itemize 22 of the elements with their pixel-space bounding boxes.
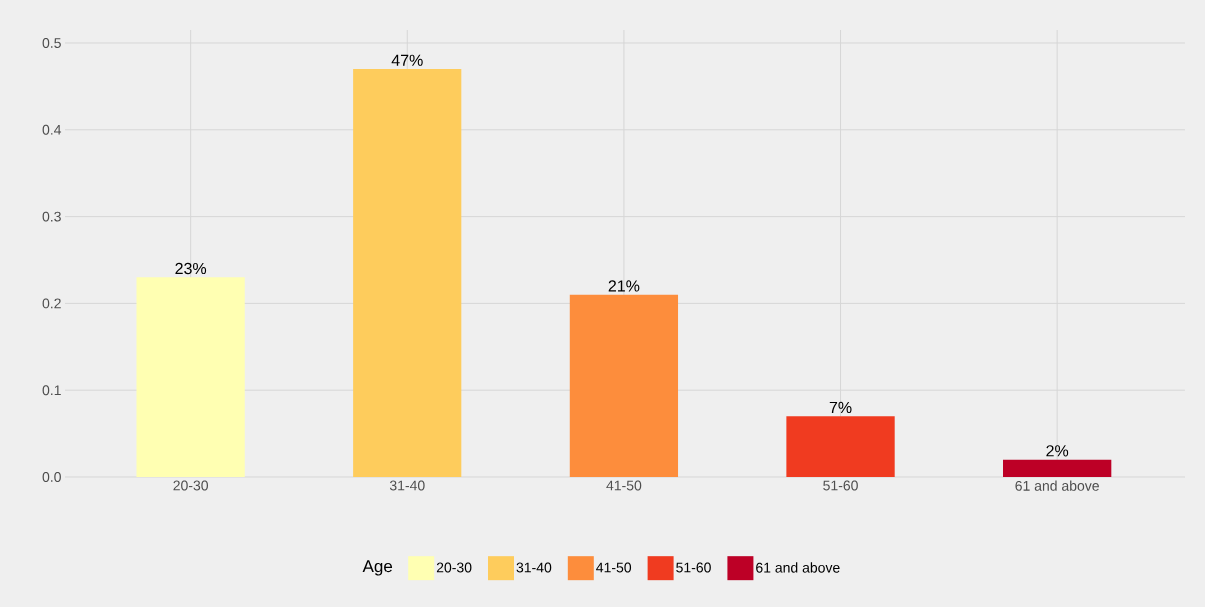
x-tick-label: 31-40 [389, 480, 425, 491]
y-tick-label: 0.1 [42, 385, 61, 396]
y-tick-label: 0.2 [42, 298, 61, 309]
x-tick-label: 20-30 [173, 480, 209, 491]
data-label: 21% [608, 280, 640, 292]
data-label: 23% [175, 262, 207, 275]
legend-label: 51-60 [676, 562, 711, 573]
y-tick-label: 0.4 [42, 124, 62, 135]
data-label: 47% [391, 54, 423, 66]
y-tick-label: 0.5 [42, 38, 61, 48]
data-label: 7% [829, 401, 852, 414]
data-label: 2% [1046, 445, 1069, 457]
legend-label: 61 and above [756, 562, 840, 573]
x-tick-label: 51-60 [823, 480, 858, 491]
legend-label: 20-30 [436, 562, 472, 573]
y-tick-label: 0.0 [42, 472, 61, 482]
y-tick-label: 0.3 [42, 211, 61, 222]
legend-label: 41-50 [596, 562, 632, 573]
x-tick-label: 41-50 [606, 480, 642, 491]
legend-label: 31-40 [516, 562, 552, 573]
x-tick-label: 61 and above [1015, 480, 1099, 491]
legend-title: Age [362, 560, 393, 576]
